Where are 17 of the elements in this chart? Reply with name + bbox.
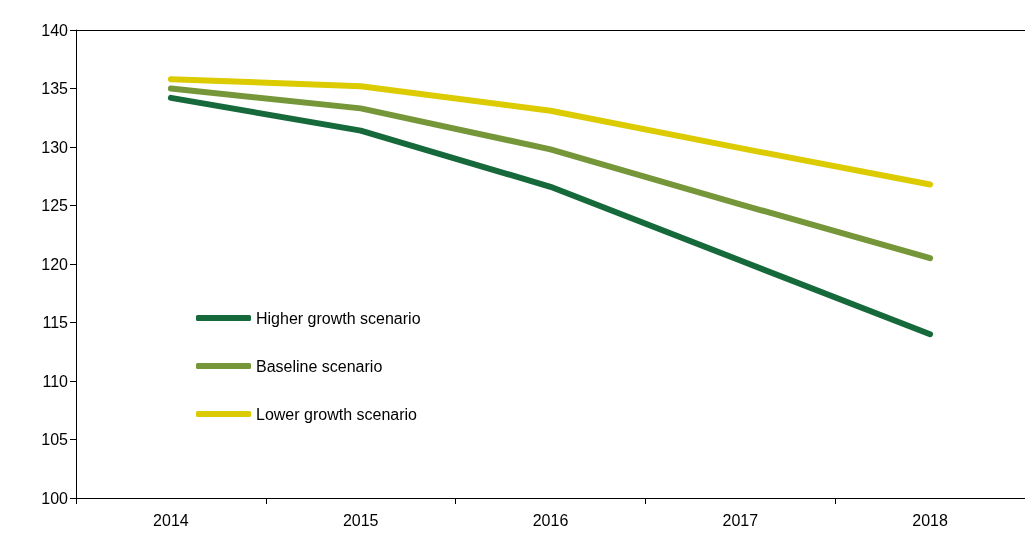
legend-label: Lower growth scenario: [256, 405, 418, 423]
y-tick-label: 140: [41, 21, 69, 39]
y-tick-label: 105: [41, 431, 69, 448]
y-tick-label: 120: [41, 255, 69, 273]
legend-label: Baseline scenario: [256, 357, 383, 375]
x-tick-label: 2016: [532, 511, 569, 529]
x-tick-label: 2018: [912, 511, 948, 529]
y-tick-label: 130: [41, 138, 69, 156]
y-tick-label: 110: [42, 372, 69, 390]
legend-label: Higher growth scenario: [256, 309, 421, 327]
x-tick-label: 2017: [722, 511, 759, 529]
y-tick-label: 125: [41, 197, 69, 214]
x-tick-label: 2014: [153, 511, 189, 529]
y-tick-label: 100: [41, 489, 69, 507]
x-tick-label: 2015: [342, 511, 379, 529]
y-tick-label: 135: [41, 80, 69, 97]
y-tick-label: 115: [42, 314, 69, 331]
